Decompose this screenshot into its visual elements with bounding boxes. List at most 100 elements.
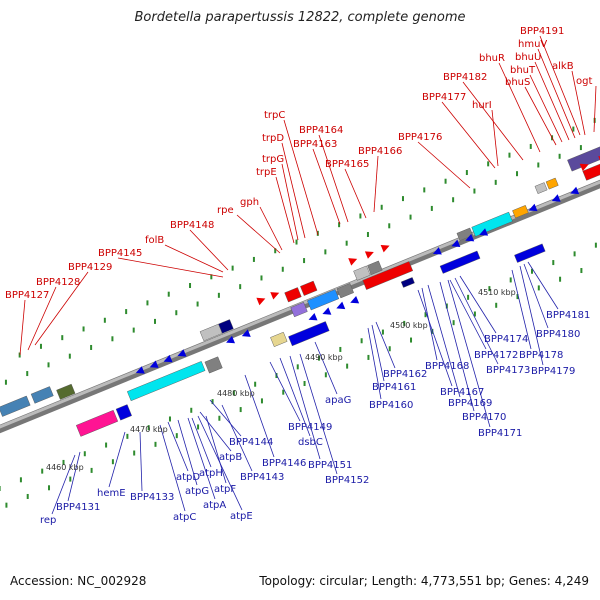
tick-mark [296, 364, 299, 370]
leader-line [117, 257, 224, 278]
gene-label: alkB [552, 61, 574, 72]
tick-mark [366, 231, 369, 237]
gene-box [0, 395, 31, 417]
gene-label: BPP4164 [299, 125, 343, 136]
gene-label: atpB [219, 452, 242, 463]
gene-label: apaG [325, 395, 351, 406]
tick-mark [516, 294, 519, 300]
leader-line [373, 155, 379, 213]
gene-arrow [308, 312, 318, 321]
gene-arrow [149, 360, 159, 368]
gene-label: BPP4146 [262, 458, 306, 469]
tick-mark [0, 485, 1, 491]
gene-label: BPP4160 [369, 400, 413, 411]
gene-box [336, 283, 354, 299]
tick-mark [281, 266, 284, 272]
tick-mark [552, 260, 555, 266]
tick-mark [445, 303, 448, 309]
gene-box [439, 250, 481, 274]
tick-mark [69, 476, 72, 482]
leader-line [51, 454, 76, 515]
leader-line [205, 415, 227, 484]
tick-mark [154, 441, 157, 447]
leader-line [571, 70, 586, 136]
tick-mark [68, 353, 71, 359]
gene-label: BPP4151 [308, 460, 352, 471]
tick-mark [126, 433, 129, 439]
tick-mark [5, 502, 8, 508]
gene-arrow [135, 366, 145, 374]
tick-mark [133, 450, 136, 456]
tick-mark [217, 292, 220, 298]
tick-mark [324, 372, 327, 378]
tick-mark [190, 407, 193, 413]
leader-line [289, 355, 321, 460]
gene-label: BPP4180 [536, 329, 580, 340]
gene-box [290, 302, 308, 318]
tick-mark [339, 346, 342, 352]
scale-label: 4470 kbp [130, 425, 168, 434]
leader-line [283, 119, 319, 236]
tick-mark [508, 152, 511, 158]
leader-line [417, 141, 471, 189]
tick-mark [324, 249, 327, 255]
leader-line [511, 269, 532, 350]
tick-mark [282, 389, 285, 395]
gene-label: hemE [97, 488, 126, 499]
leader-line [519, 265, 544, 366]
gene-arrow [579, 163, 589, 172]
gene-box [270, 331, 288, 347]
leader-line [164, 244, 224, 273]
leader-line [462, 81, 524, 161]
tick-mark [218, 415, 221, 421]
tick-mark [211, 399, 214, 405]
gene-features [0, 137, 600, 437]
gene-label: atpD [176, 472, 200, 483]
tick-mark [388, 346, 391, 352]
tick-mark [345, 240, 348, 246]
tick-mark [388, 223, 391, 229]
leader-line [447, 279, 491, 428]
tick-mark [41, 468, 44, 474]
gene-box [30, 386, 54, 404]
tick-mark [572, 126, 575, 132]
scale-label: 4510 kbp [478, 288, 516, 297]
tick-mark [90, 344, 93, 350]
gene-label: BPP4129 [68, 262, 112, 273]
gene-label: hurI [472, 100, 492, 111]
gene-label: atpF [214, 484, 236, 495]
tick-mark [367, 354, 370, 360]
leader-line [449, 279, 487, 350]
tick-mark [559, 276, 562, 282]
gene-box [204, 356, 223, 374]
tick-mark [61, 335, 64, 341]
tick-mark [239, 407, 242, 413]
tick-mark [47, 362, 50, 368]
gene-box [126, 361, 206, 402]
gene-arrow [348, 258, 358, 266]
tick-mark [274, 248, 277, 254]
tick-mark [360, 338, 363, 344]
tick-mark [410, 337, 413, 343]
tick-mark [495, 302, 498, 308]
tick-mark [465, 170, 468, 176]
tick-mark [210, 274, 213, 280]
leader-line [269, 361, 301, 422]
gene-box [75, 409, 119, 437]
tick-mark [473, 311, 476, 317]
gene-arrow [570, 186, 580, 195]
leader-line [191, 417, 212, 468]
gene-label: BPP4176 [398, 132, 442, 143]
gene-box [307, 289, 340, 311]
leader-line [491, 109, 499, 167]
gene-label: BPP4145 [98, 248, 142, 259]
leader-line [312, 148, 341, 225]
scale-labels: 4460 kbp 4470 kbp 4480 kbp 4490 kbp 4500 kbp… [46, 288, 516, 472]
gene-label: BPP4174 [484, 334, 528, 345]
gene-label: BPP4170 [462, 412, 506, 423]
leader-line [454, 277, 499, 365]
leader-line [279, 357, 311, 437]
tick-mark [90, 467, 93, 473]
gene-box [582, 155, 600, 181]
gene-box [400, 277, 415, 288]
